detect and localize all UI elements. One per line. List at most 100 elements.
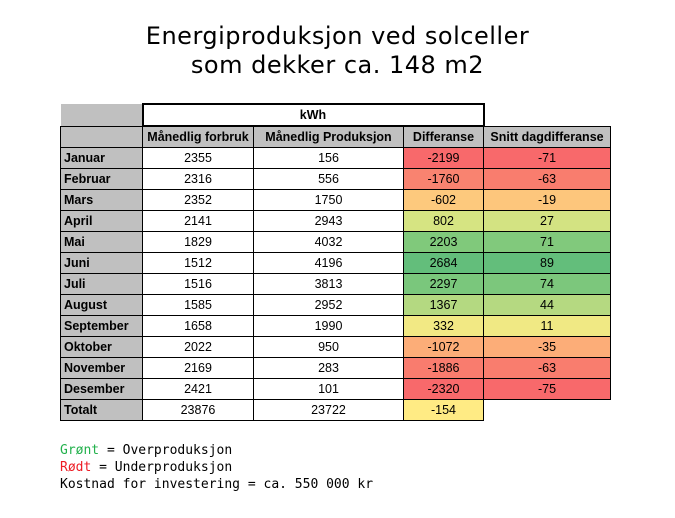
month-label: Juli (60, 273, 143, 295)
forbruk-cell: 1829 (142, 231, 254, 253)
month-label: August (60, 294, 143, 316)
differanse-cell: 1367 (403, 294, 484, 316)
total-produksjon: 23722 (253, 399, 404, 421)
total-empty-cell (483, 399, 611, 421)
legend-red-word: Rødt (60, 460, 92, 475)
col-header-differanse: Differanse (403, 125, 484, 148)
differanse-cell: -602 (403, 189, 484, 211)
legend-red-text: = Underproduksjon (91, 460, 233, 475)
differanse-cell: -2320 (403, 378, 484, 400)
differanse-cell: 802 (403, 210, 484, 232)
energy-table: kWh Månedlig forbruk Månedlig Produksjon… (60, 103, 611, 421)
table-row: Oktober 2022 950 -1072 -35 (60, 336, 611, 358)
table-row: August 1585 2952 1367 44 (60, 294, 611, 316)
month-label: Juni (60, 252, 143, 274)
table-row: Mai 1829 4032 2203 71 (60, 231, 611, 253)
legend-green-line: Grønt = Overproduksjon (60, 442, 373, 459)
produksjon-cell: 950 (253, 336, 404, 358)
title-line-1: Energiproduksjon ved solceller (145, 22, 530, 50)
month-label: Januar (60, 147, 143, 169)
snitt-cell: 74 (483, 273, 611, 295)
total-row: Totalt 23876 23722 -154 (60, 399, 611, 421)
table-row: Januar 2355 156 -2199 -71 (60, 147, 611, 169)
forbruk-cell: 2355 (142, 147, 254, 169)
snitt-cell: -19 (483, 189, 611, 211)
table-row: Desember 2421 101 -2320 -75 (60, 378, 611, 400)
legend-green-text: = Overproduksjon (99, 443, 233, 458)
legend: Grønt = Overproduksjon Rødt = Underprodu… (60, 442, 373, 493)
produksjon-cell: 101 (253, 378, 404, 400)
month-label: April (60, 210, 143, 232)
unit-header-row: kWh (60, 103, 611, 127)
table-row: November 2169 283 -1886 -63 (60, 357, 611, 379)
month-label: September (60, 315, 143, 337)
snitt-cell: 89 (483, 252, 611, 274)
legend-red-line: Rødt = Underproduksjon (60, 459, 373, 476)
produksjon-cell: 283 (253, 357, 404, 379)
produksjon-cell: 4032 (253, 231, 404, 253)
col-header-snitt: Snitt dagdifferanse (483, 125, 611, 148)
produksjon-cell: 156 (253, 147, 404, 169)
total-differanse: -154 (403, 399, 484, 421)
snitt-cell: 71 (483, 231, 611, 253)
corner-cell (60, 104, 143, 126)
forbruk-cell: 2316 (142, 168, 254, 190)
differanse-cell: -2199 (403, 147, 484, 169)
differanse-cell: 332 (403, 315, 484, 337)
unit-header: kWh (141, 103, 485, 127)
produksjon-cell: 556 (253, 168, 404, 190)
table-row: Februar 2316 556 -1760 -63 (60, 168, 611, 190)
produksjon-cell: 1750 (253, 189, 404, 211)
column-header-row: Månedlig forbruk Månedlig Produksjon Dif… (60, 125, 611, 148)
snitt-cell: -71 (483, 147, 611, 169)
snitt-cell: -63 (483, 357, 611, 379)
page-title: Energiproduksjon ved solceller som dekke… (0, 22, 675, 80)
col-header-forbruk: Månedlig forbruk (142, 125, 254, 148)
month-label: Mars (60, 189, 143, 211)
forbruk-cell: 2141 (142, 210, 254, 232)
table-body: Januar 2355 156 -2199 -71 Februar 2316 556 -1760… (60, 147, 611, 400)
total-forbruk: 23876 (142, 399, 254, 421)
differanse-cell: -1072 (403, 336, 484, 358)
month-label: Februar (60, 168, 143, 190)
forbruk-cell: 1512 (142, 252, 254, 274)
month-label: Mai (60, 231, 143, 253)
forbruk-cell: 1516 (142, 273, 254, 295)
snitt-cell: -75 (483, 378, 611, 400)
month-label: Oktober (60, 336, 143, 358)
title-line-2: som dekker ca. 148 m2 (190, 51, 485, 79)
produksjon-cell: 1990 (253, 315, 404, 337)
differanse-cell: -1886 (403, 357, 484, 379)
differanse-cell: 2297 (403, 273, 484, 295)
table-row: Juli 1516 3813 2297 74 (60, 273, 611, 295)
month-label: Desember (60, 378, 143, 400)
snitt-cell: -63 (483, 168, 611, 190)
total-label: Totalt (60, 399, 143, 421)
produksjon-cell: 4196 (253, 252, 404, 274)
table-row: Juni 1512 4196 2684 89 (60, 252, 611, 274)
differanse-cell: -1760 (403, 168, 484, 190)
forbruk-cell: 2421 (142, 378, 254, 400)
table-row: April 2141 2943 802 27 (60, 210, 611, 232)
legend-green-word: Grønt (60, 443, 100, 458)
forbruk-cell: 2022 (142, 336, 254, 358)
table-row: September 1658 1990 332 11 (60, 315, 611, 337)
differanse-cell: 2203 (403, 231, 484, 253)
produksjon-cell: 2943 (253, 210, 404, 232)
produksjon-cell: 2952 (253, 294, 404, 316)
produksjon-cell: 3813 (253, 273, 404, 295)
month-label: November (60, 357, 143, 379)
forbruk-cell: 1658 (142, 315, 254, 337)
snitt-cell: 27 (483, 210, 611, 232)
forbruk-cell: 2352 (142, 189, 254, 211)
snitt-cell: 11 (483, 315, 611, 337)
forbruk-cell: 1585 (142, 294, 254, 316)
snitt-cell: -35 (483, 336, 611, 358)
table-row: Mars 2352 1750 -602 -19 (60, 189, 611, 211)
blank-header-cell (483, 104, 611, 126)
forbruk-cell: 2169 (142, 357, 254, 379)
col-header-produksjon: Månedlig Produksjon (253, 125, 404, 148)
corner-cell-2 (60, 125, 143, 148)
snitt-cell: 44 (483, 294, 611, 316)
legend-cost-line: Kostnad for investering = ca. 550 000 kr (60, 477, 374, 492)
